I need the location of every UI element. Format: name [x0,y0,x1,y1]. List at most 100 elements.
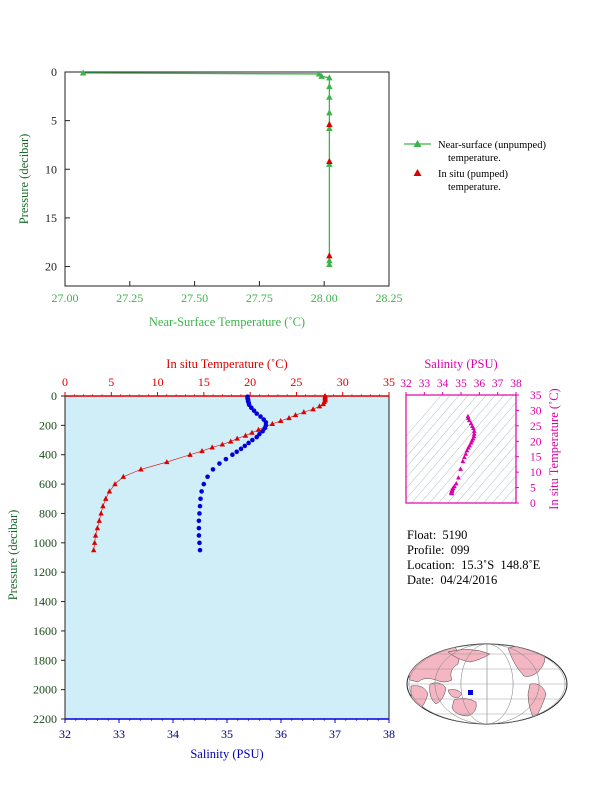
legend-label-pumped-1: In situ (pumped) [438,169,508,180]
salinity-point [196,525,202,531]
salinity-point [258,414,263,419]
temperature-point [112,481,118,487]
ts-point [465,413,471,419]
pressure-tick-label: 1800 [33,653,57,667]
density-contour [474,454,516,503]
salinity-point [242,443,248,449]
near-surface-point [326,109,333,116]
salinity-point [257,431,262,437]
temperature-point [209,444,215,450]
temperature-point [199,448,205,454]
near-surface-xlabel: Near-Surface Temperature (˚C) [149,315,305,329]
ts-point [449,490,455,496]
map-float-marker [468,690,473,695]
profile-label: Profile: [407,543,445,557]
density-contour [510,496,516,503]
profile-value: 099 [450,543,470,557]
temperature-point [106,488,113,494]
near-surface-xtick-label: 28.25 [376,291,403,305]
density-contour [429,402,516,503]
density-contour [501,485,516,503]
ts-point [463,451,469,456]
profile-frame [64,395,390,720]
salinity-point [230,452,235,458]
salinity-point [254,434,259,440]
temperature-point [301,409,307,415]
salinity-point [199,489,204,494]
density-contour [411,395,505,503]
ts-salinity-xlabel: Salinity (PSU) [424,357,497,371]
density-contour [406,395,460,458]
world-map [406,643,568,725]
location-label: Location: [407,558,455,572]
salinity-tick-label: 36 [275,727,287,741]
near-surface-point [326,124,333,131]
location-value: 15.3˚S 148.8˚E [461,558,541,572]
temperature-point [286,415,292,421]
temperature-tick-label: 25 [290,375,302,389]
density-contour [465,444,516,503]
salinity-point [234,449,240,455]
legend-label-unpumped-1: Near-surface (unpumped) [438,140,546,151]
near-surface-ylabel: Pressure (decibar) [17,134,31,225]
temperature-point [269,420,276,426]
density-contour [456,433,516,503]
in-situ-point [326,157,333,165]
legend-label-unpumped-2: temperature. [448,153,501,164]
temperature-point [219,441,226,447]
salinity-point [197,503,203,509]
density-contour [406,395,496,500]
salinity-tick-label: 38 [383,727,395,741]
profile-plot: 0 5 10 15 20 25 30 35 32 33 34 35 36 37 38 0 200 400 600… [6,357,395,761]
near-surface-ytick-label: 5 [51,114,57,128]
ts-salinity-tick-label: 36 [474,378,486,390]
map-land-seasia [447,689,463,699]
density-contour [420,395,514,503]
map-land-india [429,682,447,705]
pressure-tick-label: 1000 [33,536,57,550]
ts-temperature-tick-label: 35 [530,390,542,402]
density-contour [406,395,487,490]
near-surface-point [326,82,333,90]
profile-temperature-xlabel: In situ Temperature (˚C) [166,357,287,371]
temperature-point [242,432,249,438]
ts-salinity-tick-label: 32 [400,378,412,390]
ts-temperature-tick-label: 5 [530,483,536,495]
near-surface-xtick-label: 27.75 [246,291,273,305]
temperature-point [310,406,316,412]
near-surface-plot: 27.00 27.25 27.50 27.75 28.00 28.25 05101520 … [17,65,546,329]
ts-temperature-tick-label: 20 [530,436,542,448]
temperature-point [103,495,109,501]
salinity-point [238,446,244,452]
date-value: 04/24/2016 [440,573,498,587]
profile-salinity-xlabel: Salinity (PSU) [190,747,263,761]
near-surface-xtick-label: 28.00 [311,291,338,305]
temperature-point [92,532,99,538]
salinity-tick-label: 37 [329,727,341,741]
ts-point [466,417,472,423]
pressure-tick-label: 2000 [33,683,57,697]
temperature-point [277,417,284,424]
ts-salinity-tick-label: 38 [510,378,522,390]
pressure-tick-label: 800 [39,506,57,520]
temperature-point [138,466,144,472]
near-surface-xtick-label: 27.00 [52,291,79,305]
salinity-point [246,440,251,446]
salinity-point [210,467,216,472]
near-surface-point [326,261,333,268]
temperature-point [100,503,106,509]
float-label: Float: [407,528,437,542]
temperature-point [228,438,234,444]
salinity-point [254,411,259,416]
ts-temperature-tick-label: 15 [530,452,542,464]
date-label: Date: [407,573,435,587]
salinity-tick-label: 35 [221,727,233,741]
near-surface-point [326,257,333,264]
ts-point [464,447,470,453]
salinity-point [217,461,222,466]
density-contour [406,395,442,437]
in-situ-point [326,120,333,128]
near-surface-xtick-label: 27.50 [181,291,208,305]
salinity-point [196,533,202,538]
temperature-tick-label: 35 [383,375,395,389]
